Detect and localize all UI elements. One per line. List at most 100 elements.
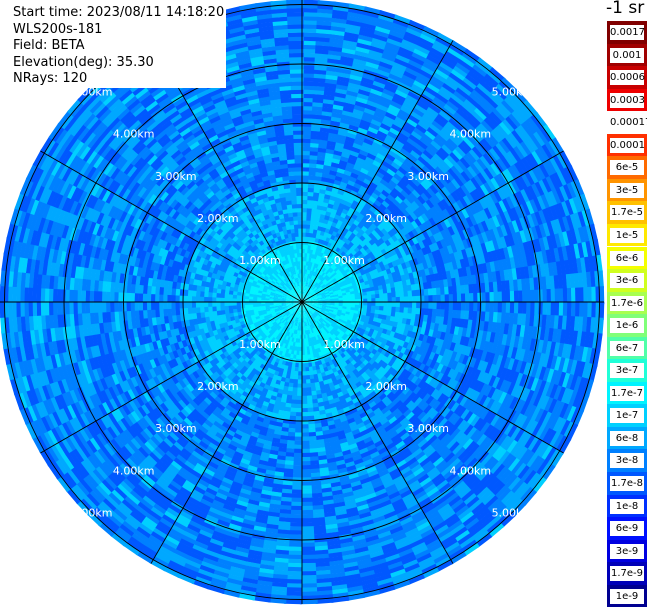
ppi-cell	[302, 138, 312, 144]
ppi-cell	[302, 97, 315, 103]
ppi-cell	[596, 254, 603, 273]
ppi-cell	[556, 170, 568, 188]
ppi-cell	[337, 189, 346, 196]
ppi-cell	[309, 274, 313, 280]
ppi-cell	[337, 71, 353, 79]
ppi-cell	[312, 196, 320, 202]
ppi-cell	[362, 305, 368, 310]
ppi-cell	[541, 177, 553, 195]
ppi-cell	[426, 260, 433, 270]
ppi-cell	[366, 294, 372, 300]
ppi-cell	[307, 191, 315, 197]
ppi-cell	[307, 244, 312, 250]
ppi-cell	[393, 92, 408, 103]
ppi-cell	[344, 275, 350, 281]
ppi-cell	[510, 148, 523, 164]
ppi-cell	[345, 94, 359, 102]
ppi-cell	[503, 183, 514, 198]
ppi-cell	[309, 270, 313, 275]
ppi-cell	[407, 23, 426, 35]
ppi-cell	[545, 159, 558, 176]
ppi-cell	[302, 20, 319, 25]
ppi-cell	[304, 256, 308, 262]
ppi-cell	[552, 154, 566, 173]
ppi-cell	[305, 299, 311, 301]
ppi-cell	[477, 140, 491, 155]
ppi-cell	[500, 312, 507, 325]
ppi-cell	[397, 244, 405, 253]
ppi-cell	[408, 114, 422, 125]
ppi-cell	[321, 305, 327, 308]
ppi-cell	[308, 236, 313, 242]
ppi-cell	[404, 273, 411, 281]
ppi-cell	[394, 89, 410, 100]
ppi-cell	[307, 269, 311, 275]
ppi-cell	[422, 89, 437, 101]
ppi-cell	[536, 195, 547, 212]
ppi-cell	[589, 317, 596, 335]
ppi-cell	[310, 220, 316, 226]
ppi-cell	[492, 238, 500, 252]
ppi-cell	[295, 403, 302, 409]
ppi-cell	[431, 169, 443, 181]
ppi-cell	[523, 99, 539, 117]
ppi-cell	[529, 252, 537, 268]
ppi-cell	[412, 162, 424, 173]
ppi-cell	[329, 268, 335, 274]
ppi-cell	[406, 214, 416, 224]
ppi-cell	[491, 271, 498, 284]
ppi-cell	[345, 291, 351, 296]
ppi-cell	[568, 198, 579, 216]
ppi-cell	[496, 281, 503, 294]
ppi-cell	[407, 222, 416, 232]
ppi-cell	[570, 302, 576, 319]
ppi-cell	[473, 302, 478, 313]
ppi-cell	[313, 225, 319, 231]
ppi-cell	[397, 151, 409, 161]
ppi-cell	[476, 82, 493, 98]
ppi-cell	[320, 290, 325, 294]
ppi-cell	[312, 200, 319, 206]
ppi-cell	[329, 291, 334, 295]
ppi-cell	[480, 220, 490, 234]
ppi-cell	[493, 160, 506, 175]
ppi-cell	[308, 283, 312, 288]
ppi-cell	[369, 45, 386, 55]
ppi-cell	[457, 58, 475, 73]
ppi-cell	[385, 134, 398, 144]
ppi-cell	[414, 44, 432, 56]
ppi-cell	[431, 120, 445, 132]
ppi-cell	[525, 337, 533, 353]
ppi-cell	[471, 110, 486, 125]
ppi-cell	[311, 285, 316, 290]
ppi-cell	[450, 40, 469, 54]
ppi-cell	[306, 300, 311, 302]
ppi-cell	[375, 297, 380, 303]
ppi-cell	[513, 290, 519, 304]
ppi-cell	[454, 318, 461, 329]
ppi-cell	[435, 287, 441, 296]
ppi-cell	[438, 130, 451, 143]
ppi-cell	[391, 65, 407, 76]
ppi-cell	[302, 293, 304, 298]
ppi-cell	[300, 562, 316, 568]
ppi-cell	[501, 99, 516, 116]
ppi-cell	[448, 309, 454, 319]
ppi-cell	[287, 534, 302, 540]
ppi-cell	[353, 138, 365, 147]
ppi-cell	[427, 159, 439, 171]
ppi-cell	[302, 142, 312, 148]
ppi-cell	[308, 278, 312, 284]
ppi-cell	[305, 387, 312, 392]
ppi-cell	[371, 37, 389, 47]
ppi-cell	[498, 140, 512, 155]
ppi-cell	[407, 153, 419, 164]
ppi-cell	[443, 309, 450, 319]
ppi-cell	[432, 302, 437, 311]
ppi-cell	[302, 248, 306, 254]
ppi-cell	[542, 302, 548, 317]
ppi-cell	[313, 287, 318, 292]
ppi-cell	[492, 227, 501, 241]
ppi-cell	[305, 277, 308, 283]
ppi-cell	[302, 187, 309, 193]
